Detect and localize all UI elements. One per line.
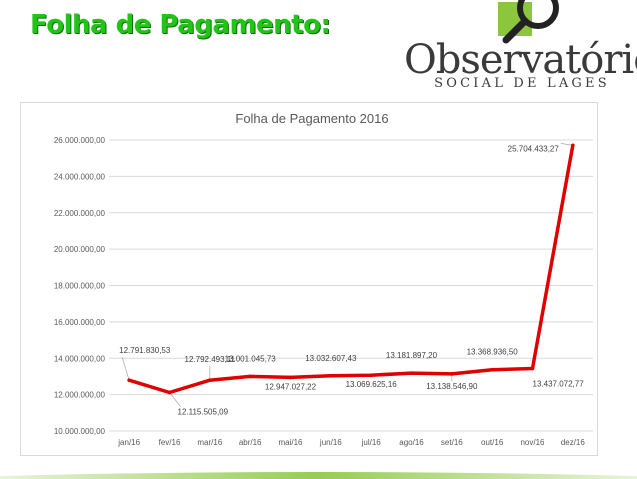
footer-accent-line bbox=[0, 472, 637, 479]
y-tick-label: 22.000.000,00 bbox=[54, 209, 106, 218]
data-point bbox=[450, 372, 454, 376]
leader-line bbox=[560, 143, 573, 146]
data-label: 13.181.897,20 bbox=[386, 351, 438, 360]
slide-title: Folha de Pagamento: bbox=[30, 10, 331, 40]
data-point bbox=[167, 390, 172, 395]
y-tick-label: 18.000.000,00 bbox=[54, 282, 106, 291]
x-tick-label: jan/16 bbox=[117, 438, 140, 447]
leader-line bbox=[169, 392, 181, 407]
x-tick-label: jul/16 bbox=[361, 438, 382, 447]
data-point bbox=[530, 366, 535, 371]
y-tick-label: 16.000.000,00 bbox=[54, 318, 106, 327]
data-label: 12.947.027,22 bbox=[265, 382, 317, 391]
x-tick-label: mai/16 bbox=[278, 438, 303, 447]
y-tick-label: 24.000.000,00 bbox=[54, 172, 106, 181]
data-label: 12.115.505,09 bbox=[178, 408, 229, 417]
logo-name: Observatório bbox=[404, 37, 637, 83]
data-point bbox=[369, 373, 373, 377]
payroll-line-chart: Folha de Pagamento 2016 10.000.000,00 12.… bbox=[54, 111, 593, 447]
magnifier-icon bbox=[498, 0, 559, 44]
x-tick-label: jun/16 bbox=[319, 438, 342, 447]
data-label: 13.368.936,50 bbox=[467, 348, 519, 357]
y-tick-label: 26.000.000,00 bbox=[54, 136, 106, 145]
chart-frame: Folha de Pagamento 2016 10.000.000,00 12.… bbox=[20, 102, 598, 456]
data-point bbox=[409, 371, 414, 375]
x-tick-label: set/16 bbox=[441, 438, 463, 447]
y-tick-label: 20.000.000,00 bbox=[54, 245, 106, 254]
x-tick-label: dez/16 bbox=[561, 438, 586, 447]
data-label: 25.704.433,27 bbox=[508, 144, 560, 153]
y-tick-label: 14.000.000,00 bbox=[54, 354, 106, 363]
leader-line bbox=[121, 357, 130, 381]
data-label: 12.792.493,11 bbox=[185, 355, 236, 364]
x-tick-label: out/16 bbox=[481, 438, 504, 447]
x-tick-label: nov/16 bbox=[520, 438, 545, 447]
data-label: 13.138.546,90 bbox=[426, 382, 478, 391]
data-label: 13.437.072,77 bbox=[533, 379, 585, 388]
data-point bbox=[208, 378, 212, 383]
data-point bbox=[127, 378, 131, 383]
chart-title: Folha de Pagamento 2016 bbox=[235, 111, 388, 126]
data-point bbox=[288, 375, 293, 380]
y-tick-label: 10.000.000,00 bbox=[54, 427, 106, 436]
data-label: 13.001.045,73 bbox=[225, 354, 277, 363]
data-point bbox=[571, 143, 575, 148]
x-tick-label: ago/16 bbox=[399, 438, 424, 447]
data-label: 13.032.607,43 bbox=[305, 354, 357, 363]
data-point bbox=[329, 374, 333, 378]
logo-subtitle: SOCIAL DE LAGES bbox=[434, 76, 610, 91]
y-tick-label: 12.000.000,00 bbox=[54, 391, 106, 400]
series-line bbox=[127, 143, 575, 395]
data-point bbox=[490, 367, 494, 372]
data-label: 12.791.830,53 bbox=[119, 346, 171, 355]
x-tick-label: fev/16 bbox=[159, 438, 181, 447]
data-label: 13.069.625,16 bbox=[346, 380, 398, 389]
observatorio-logo: Observatório SOCIAL DE LAGES bbox=[404, 0, 637, 96]
x-tick-label: mar/16 bbox=[197, 438, 222, 447]
x-tick-label: abr/16 bbox=[239, 438, 262, 447]
data-point bbox=[248, 374, 252, 379]
